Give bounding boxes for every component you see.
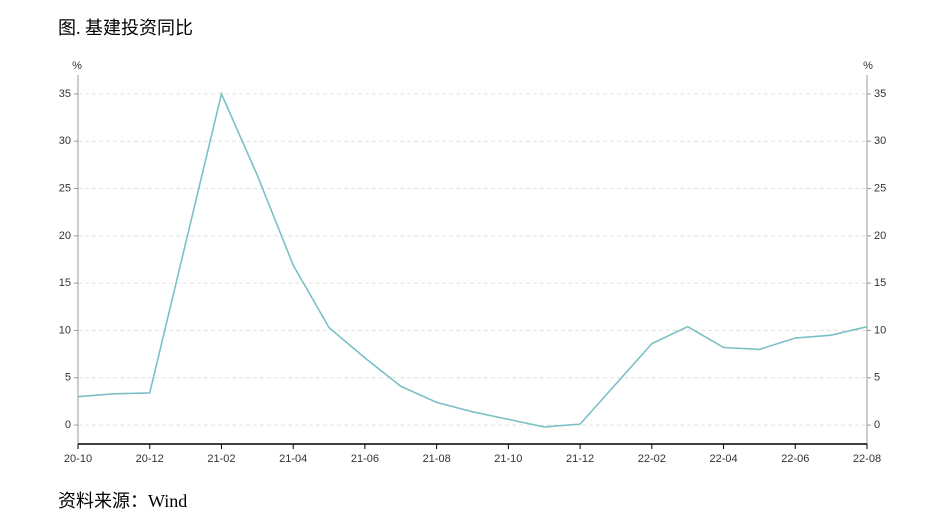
x-tick-label: 22-06: [781, 453, 809, 465]
y2-tick-label: 20: [874, 230, 886, 242]
x-tick-label: 21-12: [566, 453, 594, 465]
y-tick-label: 20: [59, 230, 71, 242]
x-tick-label: 21-02: [207, 453, 235, 465]
x-tick-label: 20-10: [64, 453, 92, 465]
y-tick-label: 30: [59, 135, 71, 147]
y2-tick-label: 10: [874, 324, 886, 336]
y-tick-label: 0: [65, 419, 71, 431]
source-note: 资料来源：Wind: [58, 491, 187, 511]
y-tick-label: 25: [59, 182, 71, 194]
x-tick-label: 22-02: [638, 453, 666, 465]
y-tick-label: 5: [65, 372, 71, 384]
x-tick-label: 21-04: [279, 453, 307, 465]
x-tick-label: 21-06: [351, 453, 379, 465]
chart-title: 图. 基建投资同比: [58, 18, 193, 38]
x-tick-label: 21-08: [423, 453, 451, 465]
y2-tick-label: 15: [874, 277, 886, 289]
y-tick-label: 15: [59, 277, 71, 289]
y2-unit: %: [863, 60, 873, 72]
y2-tick-label: 25: [874, 182, 886, 194]
y2-tick-label: 35: [874, 88, 886, 100]
y-tick-label: 10: [59, 324, 71, 336]
y2-tick-label: 30: [874, 135, 886, 147]
y-tick-label: 35: [59, 88, 71, 100]
y2-tick-label: 5: [874, 372, 880, 384]
x-tick-label: 22-04: [709, 453, 737, 465]
x-tick-label: 20-12: [136, 453, 164, 465]
y-unit: %: [72, 60, 82, 72]
x-tick-label: 21-10: [494, 453, 522, 465]
data-line: [77, 91, 868, 428]
x-tick-label: 22-08: [853, 453, 881, 465]
y2-tick-label: 0: [874, 419, 880, 431]
